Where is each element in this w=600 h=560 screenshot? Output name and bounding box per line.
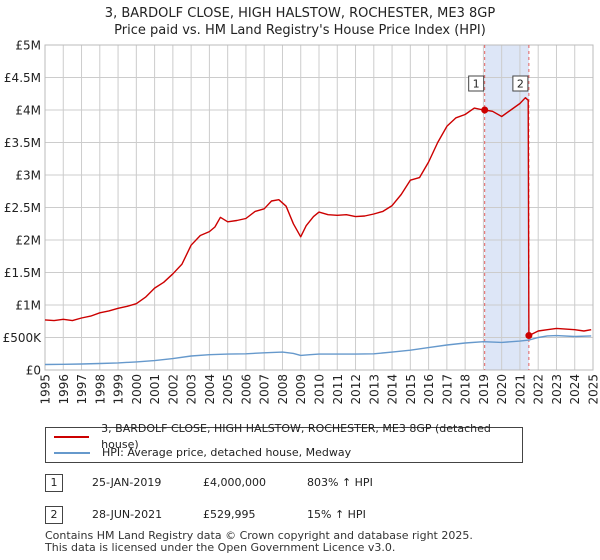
x-tick-label: 2002: [166, 374, 180, 405]
y-tick-label: £0: [26, 364, 41, 378]
x-tick-label: 2017: [440, 374, 454, 405]
sale-row: 2 28-JUN-2021 £529,995 15% ↑ HPI: [45, 506, 545, 524]
legend-item-property: 3, BARDOLF CLOSE, HIGH HALSTOW, ROCHESTE…: [54, 422, 522, 451]
sale-hpi-change: 803% ↑ HPI: [307, 476, 373, 489]
x-tick-label: 2024: [568, 374, 582, 405]
y-tick-label: £1M: [15, 299, 41, 313]
chart-title: 3, BARDOLF CLOSE, HIGH HALSTOW, ROCHESTE…: [0, 5, 600, 39]
x-tick-label: 2015: [404, 374, 418, 405]
x-tick-label: 2013: [367, 374, 381, 405]
sale-date: 28-JUN-2021: [92, 508, 163, 521]
x-tick-label: 2010: [313, 374, 327, 405]
x-tick-label: 2004: [203, 374, 217, 405]
x-tick-label: 2022: [532, 374, 546, 405]
y-tick-label: £3.5M: [4, 136, 41, 150]
y-tick-label: £5M: [15, 39, 41, 53]
sale-point: [481, 106, 489, 114]
x-tick-label: 2025: [587, 374, 600, 405]
legend-item-hpi: HPI: Average price, detached house, Medw…: [54, 445, 351, 461]
sale-hpi-change: 15% ↑ HPI: [307, 508, 366, 521]
x-tick-label: 2001: [148, 374, 162, 405]
x-tick-label: 2018: [459, 374, 473, 405]
property-price-line: [44, 97, 592, 337]
sale-label-box: [512, 75, 529, 92]
y-tick-label: £2.5M: [4, 201, 41, 215]
y-tick-label: £2M: [15, 234, 41, 248]
x-tick-label: 2005: [221, 374, 235, 405]
x-tick-label: 2000: [130, 374, 144, 405]
x-tick-label: 2007: [258, 374, 272, 405]
footer: Contains HM Land Registry data © Crown c…: [45, 530, 473, 554]
x-tick-label: 2003: [185, 374, 199, 405]
sale-point: [525, 332, 533, 340]
x-tick-label: 2006: [239, 374, 253, 405]
x-tick-label: 1998: [93, 374, 107, 405]
x-tick-label: 2019: [477, 374, 491, 405]
x-tick-label: 1997: [75, 374, 89, 405]
legend: 3, BARDOLF CLOSE, HIGH HALSTOW, ROCHESTE…: [45, 422, 523, 463]
x-tick-label: 2021: [513, 374, 527, 405]
sale-label-box: [468, 75, 485, 92]
x-tick-label: 1995: [39, 374, 53, 405]
sale-price: £529,995: [203, 508, 256, 521]
x-tick-label: 2012: [349, 374, 363, 405]
sale-date: 25-JAN-2019: [92, 476, 162, 489]
plot-border: [44, 44, 594, 371]
sale-label-text: 1: [473, 78, 480, 91]
x-tick-label: 2014: [386, 374, 400, 405]
y-tick-label: £1.5M: [4, 266, 41, 280]
y-tick-label: £4.5M: [4, 71, 41, 85]
x-tick-label: 2009: [294, 374, 308, 405]
property-line-swatch: [54, 436, 90, 438]
x-tick-label: 2020: [495, 374, 509, 405]
y-tick-label: £3M: [15, 169, 41, 183]
legend-hpi-label: HPI: Average price, detached house, Medw…: [102, 446, 352, 459]
x-tick-label: 2008: [276, 374, 290, 405]
sale-label-text: 2: [517, 78, 524, 91]
sale-price: £4,000,000: [203, 476, 266, 489]
x-tick-label: 2011: [331, 374, 345, 405]
footer-copyright: Contains HM Land Registry data © Crown c…: [45, 529, 473, 542]
x-tick-label: 2023: [550, 374, 564, 405]
hpi-line: [44, 334, 592, 366]
y-tick-label: £500K: [3, 331, 43, 345]
hpi-line-swatch: [54, 452, 90, 454]
title-line-1: 3, BARDOLF CLOSE, HIGH HALSTOW, ROCHESTE…: [104, 6, 496, 21]
title-line-2: Price paid vs. HM Land Registry's House …: [114, 23, 486, 38]
y-tick-label: £4M: [15, 104, 41, 118]
sale-number-badge: 2: [45, 506, 63, 524]
x-tick-label: 1996: [57, 374, 71, 405]
footer-licence: This data is licensed under the Open Gov…: [45, 541, 396, 554]
sale-number-badge: 1: [45, 474, 63, 492]
legend-property-label: 3, BARDOLF CLOSE, HIGH HALSTOW, ROCHESTE…: [101, 422, 491, 451]
x-tick-label: 1999: [112, 374, 126, 405]
x-tick-label: 2016: [422, 374, 436, 405]
price-chart: 1 2 £0 £500K £1M £1.5M £2M £2.5M £3M £3.5M £4M £4.5…: [3, 39, 600, 405]
sale-row: 1 25-JAN-2019 £4,000,000 803% ↑ HPI: [45, 474, 545, 492]
